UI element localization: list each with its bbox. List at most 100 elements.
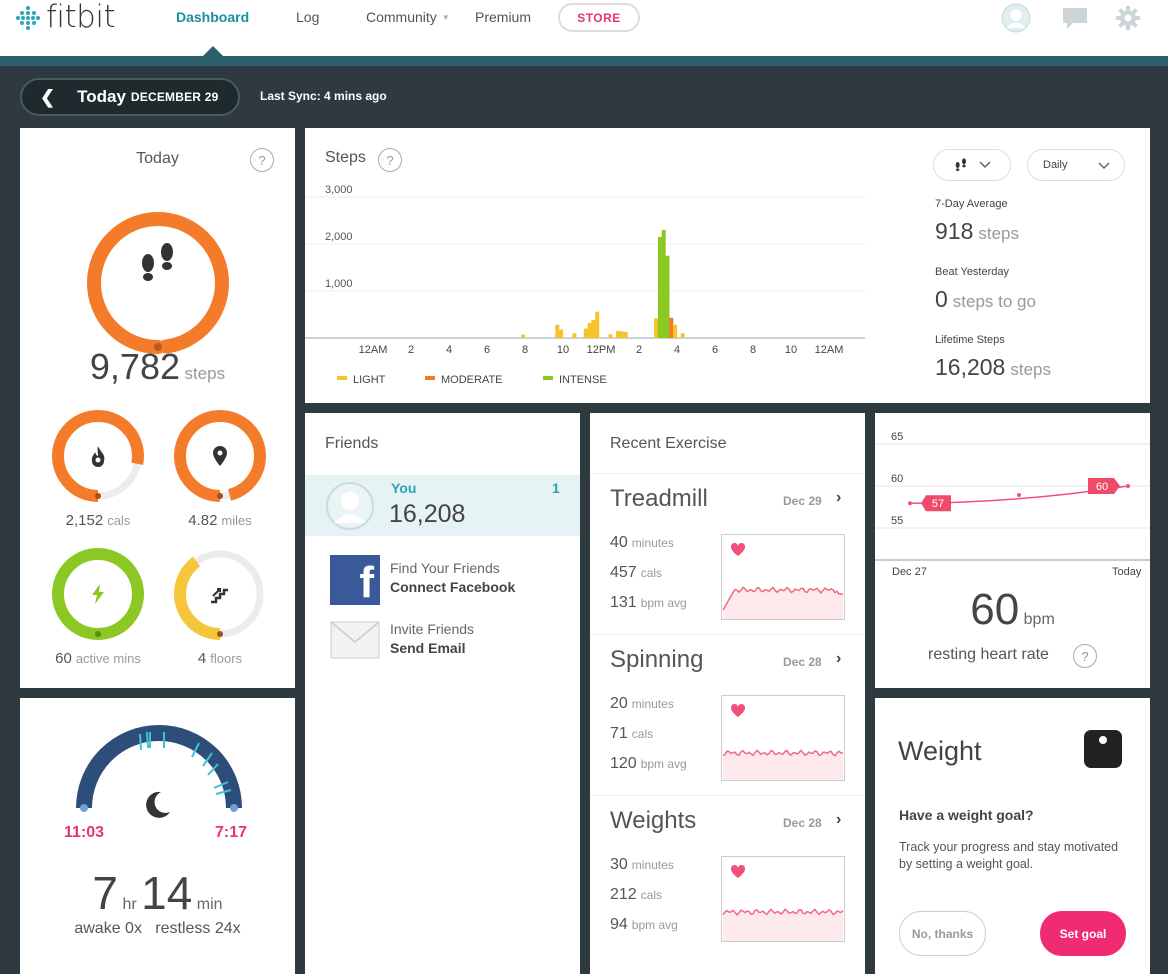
profile-avatar[interactable] xyxy=(1001,3,1031,33)
facebook-icon: f xyxy=(330,555,380,605)
nav-community[interactable]: Community ▼ xyxy=(366,0,450,34)
steps-bar[interactable] xyxy=(521,334,526,338)
heart-badge-last-label: 60 xyxy=(1096,481,1108,493)
chevron-left-icon[interactable]: ❮ xyxy=(40,86,56,107)
steps-bar[interactable] xyxy=(583,328,588,338)
legend-label: INTENSE xyxy=(559,374,607,386)
nav-log[interactable]: Log xyxy=(296,9,320,25)
steps-bar[interactable] xyxy=(591,320,596,338)
y-tick-label: 2,000 xyxy=(325,231,353,243)
exercise-stat: 30 minutes xyxy=(610,856,674,874)
today-help-button[interactable]: ? xyxy=(250,148,274,172)
steps-bar[interactable] xyxy=(654,318,659,338)
x-tick-label: 10 xyxy=(557,344,569,356)
steps-bar[interactable] xyxy=(555,324,560,338)
avatar-icon xyxy=(1001,3,1031,33)
weight-title: Weight xyxy=(898,736,982,766)
heart-icon xyxy=(730,703,746,717)
x-tick-label: 6 xyxy=(712,344,718,356)
steps-stat-label: Beat Yesterday xyxy=(935,266,1010,278)
steps-total: 9,782 steps xyxy=(20,346,295,388)
exercise-date: Dec 29 xyxy=(783,494,822,508)
steps-bar[interactable] xyxy=(616,330,621,338)
steps-bar-chart[interactable]: 1,000 2,000 3,000 12AM 2 4 6 8 10 12PM 2 4 6 8 10 12AM L… xyxy=(305,178,885,398)
today-title: Today xyxy=(136,150,179,167)
steps-bar[interactable] xyxy=(595,311,600,338)
sleep-restless: restless 24x xyxy=(155,920,241,937)
steps-help-button[interactable]: ? xyxy=(378,148,402,172)
steps-bar[interactable] xyxy=(619,331,624,338)
friend-row-self[interactable]: You 1 16,208 xyxy=(305,475,580,536)
steps-bar[interactable] xyxy=(680,333,685,338)
x-tick-label: 10 xyxy=(785,344,797,356)
steps-bar[interactable] xyxy=(572,333,577,338)
small-stat-3[interactable]: 4 floors xyxy=(170,546,270,667)
exercise-stat-value: 94 xyxy=(610,916,628,933)
period-select[interactable]: Daily xyxy=(1027,149,1125,181)
no-thanks-button[interactable]: No, thanks xyxy=(899,911,986,956)
small-stat-1[interactable]: 4.82 miles xyxy=(170,408,270,529)
facebook-line1: Find Your Friends xyxy=(390,560,500,576)
heart-rate-card[interactable]: 65 60 55 57 60 Dec 27 Today 60 bpm resting hea… xyxy=(875,413,1150,688)
steps-bar[interactable] xyxy=(587,322,592,338)
chevron-right-icon[interactable]: › xyxy=(836,650,842,667)
chevron-right-icon[interactable]: › xyxy=(836,811,842,828)
sleep-card[interactable]: 11:03 7:17 7 hr 14 min awake 0x restless… xyxy=(20,698,295,974)
activity-type-select[interactable] xyxy=(933,149,1011,181)
exercise-stat: 131 bpm avg xyxy=(610,594,687,612)
exercise-stat: 120 bpm avg xyxy=(610,755,687,773)
steps-bar[interactable] xyxy=(669,317,674,338)
heart-help-button[interactable]: ? xyxy=(1073,644,1097,668)
exercise-item[interactable]: Weights Dec 28 › 30 minutes 212 cals 94 bpm avg xyxy=(590,795,865,956)
set-goal-button[interactable]: Set goal xyxy=(1040,911,1126,956)
legend-swatch xyxy=(543,376,553,380)
heart-rate-label: resting heart rate xyxy=(928,646,1049,663)
x-tick-label: 12AM xyxy=(815,344,844,356)
progress-ring xyxy=(174,410,266,502)
heart-badge-last xyxy=(1088,478,1120,494)
steps-bar[interactable] xyxy=(661,229,666,338)
steps-progress-ring xyxy=(87,212,229,354)
exercise-heart-chart xyxy=(721,856,845,942)
small-stat-label: 4.82 miles xyxy=(150,512,290,529)
store-button[interactable]: STORE xyxy=(558,3,640,32)
exercise-heart-chart xyxy=(721,534,845,620)
send-email-link[interactable]: Invite Friends Send Email xyxy=(330,618,570,668)
nav-premium[interactable]: Premium xyxy=(475,9,532,25)
weight-card: Weight Have a weight goal? Track your pr… xyxy=(875,698,1150,974)
steps-bar[interactable] xyxy=(559,329,564,338)
weight-description: Track your progress and stay motivated b… xyxy=(899,840,1119,871)
exercise-item[interactable]: Treadmill Dec 29 › 40 minutes 457 cals 131 bpm a… xyxy=(590,473,865,634)
steps-stat-unit: steps xyxy=(978,224,1020,243)
small-stat-unit: floors xyxy=(210,651,243,666)
steps-bar[interactable] xyxy=(657,236,662,338)
heart-rate-point xyxy=(1126,484,1130,488)
small-stat-0[interactable]: 2,152 cals xyxy=(48,408,148,529)
steps-bar[interactable] xyxy=(623,331,628,338)
x-tick-label: 2 xyxy=(636,344,642,356)
nav-dashboard[interactable]: Dashboard xyxy=(176,9,250,25)
exercise-stat: 20 minutes xyxy=(610,695,674,713)
small-stat-value: 4 xyxy=(197,650,207,667)
progress-ring xyxy=(52,548,144,640)
legend-label: LIGHT xyxy=(353,374,386,386)
steps-bar[interactable] xyxy=(608,334,613,338)
heart-badge-first xyxy=(921,495,951,512)
friend-rank: 1 xyxy=(552,480,560,496)
chevron-right-icon[interactable]: › xyxy=(836,489,842,506)
x-tick-label: 12AM xyxy=(359,344,388,356)
envelope-icon xyxy=(330,621,380,659)
small-stat-2[interactable]: 60 active mins xyxy=(48,546,148,667)
chevron-down-icon xyxy=(1098,162,1110,170)
connect-facebook-link[interactable]: f Find Your Friends Connect Facebook xyxy=(330,555,570,605)
steps-bar[interactable] xyxy=(665,255,670,338)
steps-bar[interactable] xyxy=(673,324,678,338)
messages-icon[interactable] xyxy=(1060,3,1090,33)
small-stat-label: 60 active mins xyxy=(28,650,168,667)
date-navigator[interactable]: ❮ Today DECEMBER 29 xyxy=(20,78,240,116)
steps-stat-label: Lifetime Steps xyxy=(935,334,1005,346)
small-stat-unit: miles xyxy=(221,513,252,528)
fitbit-logo[interactable]: fitbit xyxy=(16,0,116,35)
settings-gear-icon[interactable] xyxy=(1113,3,1143,33)
exercise-item[interactable]: Spinning Dec 28 › 20 minutes 71 cals 120 bpm avg xyxy=(590,634,865,795)
